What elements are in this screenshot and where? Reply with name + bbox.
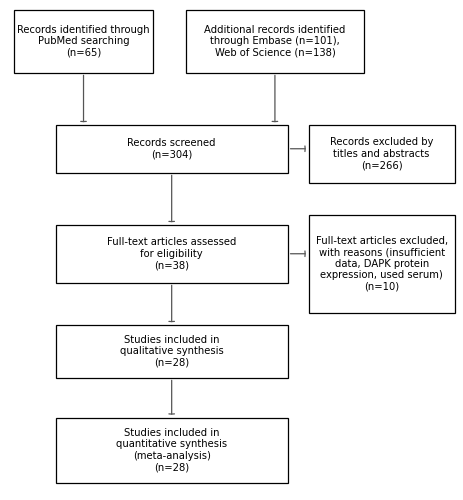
FancyBboxPatch shape <box>185 10 363 72</box>
FancyBboxPatch shape <box>14 10 153 72</box>
Text: Records excluded by
titles and abstracts
(n=266): Records excluded by titles and abstracts… <box>329 137 432 170</box>
FancyBboxPatch shape <box>56 225 287 282</box>
Text: Records identified through
PubMed searching
(n=65): Records identified through PubMed search… <box>17 24 150 58</box>
FancyBboxPatch shape <box>56 125 287 172</box>
Text: Additional records identified
through Embase (n=101),
Web of Science (n=138): Additional records identified through Em… <box>204 24 345 58</box>
FancyBboxPatch shape <box>56 325 287 378</box>
FancyBboxPatch shape <box>56 418 287 482</box>
Text: Full-text articles assessed
for eligibility
(n=38): Full-text articles assessed for eligibil… <box>107 237 236 270</box>
Text: Studies included in
qualitative synthesis
(n=28): Studies included in qualitative synthesi… <box>119 334 223 368</box>
FancyBboxPatch shape <box>308 215 454 312</box>
Text: Full-text articles excluded,
with reasons (insufficient
data, DAPK protein
expre: Full-text articles excluded, with reason… <box>315 236 447 292</box>
Text: Records screened
(n=304): Records screened (n=304) <box>127 138 215 160</box>
FancyBboxPatch shape <box>308 125 454 182</box>
Text: Studies included in
quantitative synthesis
(meta-analysis)
(n=28): Studies included in quantitative synthes… <box>116 428 227 472</box>
